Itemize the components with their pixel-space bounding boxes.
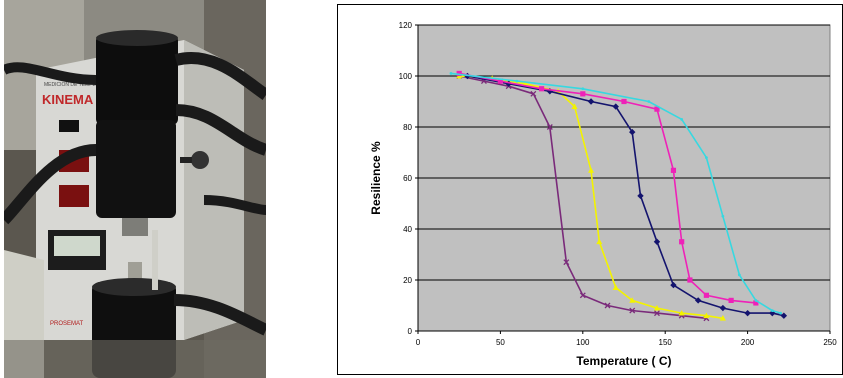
y-tick-label-100: 100 [399, 72, 413, 81]
series-0-point-7 [604, 302, 611, 309]
series-3-point-10 [728, 297, 734, 303]
series-2-point-11 [744, 309, 751, 317]
series-0-point-8 [629, 307, 636, 314]
series-3-point-0 [456, 70, 462, 77]
y-tick-label-0: 0 [408, 327, 413, 336]
series-4-point-0 [449, 72, 453, 75]
series-2-line [467, 75, 785, 317]
series-1-point-11 [703, 312, 710, 319]
series-4-point-1 [515, 79, 519, 83]
series-1-point-4 [571, 103, 578, 109]
series-2-point-10 [719, 304, 727, 312]
series-3-point-4 [621, 98, 627, 105]
series-3-line [459, 72, 756, 304]
series-1-point-9 [653, 304, 660, 311]
series-1-point-10 [678, 309, 685, 316]
series-1-point-6 [596, 238, 603, 245]
svg-text:KINEMA: KINEMA [42, 92, 94, 107]
series-3-point-8 [687, 277, 693, 283]
x-tick-label-250: 250 [823, 338, 837, 347]
y-axis-title: Resilience % [369, 141, 383, 215]
series-4-point-9 [770, 309, 774, 312]
series-0-line [459, 75, 707, 320]
series-1-point-8 [629, 297, 636, 303]
chart-svg: 0 20 40 60 80 100 120 0 50 100 150 200 250 Temperatur… [369, 21, 837, 368]
chart-frame: 0 20 40 60 80 100 120 0 50 100 150 200 250 Temperatur… [337, 4, 843, 375]
series-3-point-11 [753, 300, 759, 306]
apparatus-photo: MEDICION DE TEMPERATURA KINEMA PROSEMAT [4, 0, 266, 378]
series-0-point-4 [546, 124, 553, 130]
series-0-point-9 [654, 310, 660, 317]
series-1-point-5 [588, 167, 595, 173]
series-2-point-6 [637, 192, 644, 200]
series-3-point-5 [654, 106, 660, 112]
x-tick-label-0: 0 [416, 338, 421, 347]
series-4-point-7 [737, 273, 741, 277]
series-4-point-2 [581, 87, 585, 91]
y-tick-label-20: 20 [403, 276, 412, 285]
series-3-point-7 [679, 239, 685, 245]
y-tick-label-60: 60 [403, 174, 412, 183]
series-4-point-5 [705, 156, 708, 160]
series-4-point-10 [779, 311, 782, 315]
apparatus-illustration: MEDICION DE TEMPERATURA KINEMA PROSEMAT [4, 0, 266, 378]
series-0-point-5 [563, 259, 570, 266]
series-2-point-4 [612, 103, 619, 110]
series-3-point-1 [497, 78, 503, 84]
series-1-point-7 [612, 284, 619, 291]
svg-text:PROSEMAT: PROSEMAT [50, 321, 84, 327]
series-1-point-12 [719, 315, 726, 321]
x-tick-label-100: 100 [576, 338, 590, 347]
series-0-point-3 [530, 90, 537, 97]
series-4-point-8 [754, 299, 758, 302]
series-4-point-6 [721, 214, 725, 218]
series-3-point-6 [670, 167, 677, 173]
x-tick-label-150: 150 [659, 338, 673, 347]
series-3-point-3 [580, 91, 586, 97]
y-tick-label-40: 40 [403, 225, 412, 234]
x-axis-title: Temperature ( C) [576, 354, 671, 368]
y-tick-label-120: 120 [399, 21, 413, 30]
x-tick-label-200: 200 [741, 338, 755, 347]
series-3-point-9 [703, 292, 709, 298]
series-3-point-2 [539, 86, 545, 92]
x-tick-label-50: 50 [496, 338, 505, 347]
y-tick-label-80: 80 [403, 123, 412, 132]
series-2-point-5 [629, 128, 636, 136]
series-4-point-3 [647, 100, 651, 103]
series-0-point-6 [579, 292, 586, 299]
series-4-point-4 [680, 117, 684, 121]
svg-text:MEDICION DE TEMPERATURA: MEDICION DE TEMPERATURA [44, 82, 117, 88]
